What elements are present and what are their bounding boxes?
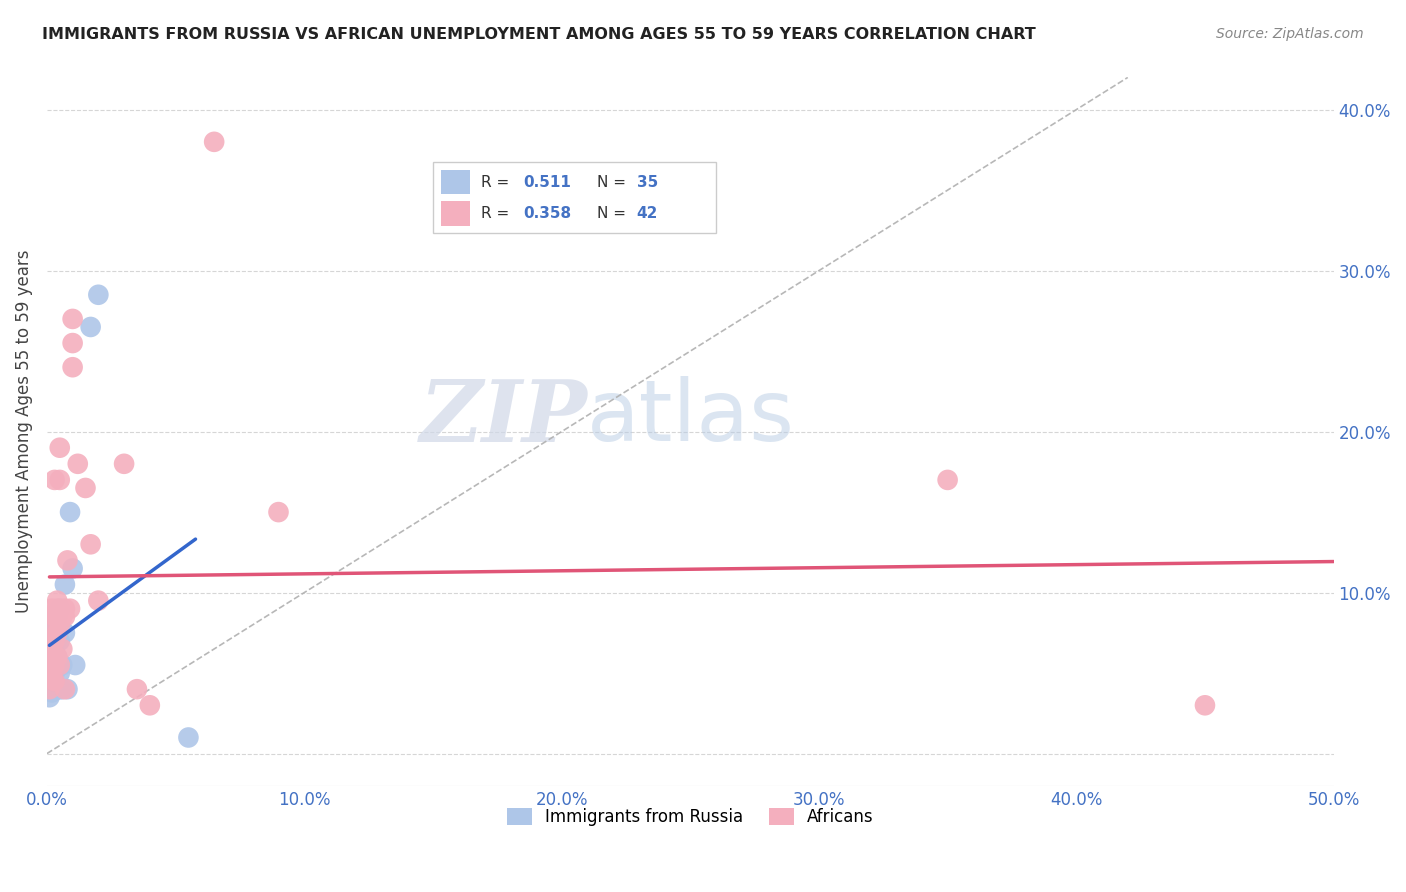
Legend: Immigrants from Russia, Africans: Immigrants from Russia, Africans xyxy=(499,799,882,834)
Point xyxy=(46,650,69,665)
Point xyxy=(46,650,69,665)
Point xyxy=(46,593,69,607)
Point xyxy=(53,601,76,615)
Point xyxy=(75,481,97,495)
Point xyxy=(41,669,63,683)
Point xyxy=(53,625,76,640)
Point xyxy=(46,682,69,697)
Point xyxy=(49,473,72,487)
Point xyxy=(44,642,66,657)
Point xyxy=(936,473,959,487)
Point xyxy=(125,682,148,697)
Point xyxy=(41,642,63,657)
Point xyxy=(46,633,69,648)
Point xyxy=(56,682,79,697)
Point xyxy=(202,135,225,149)
Point xyxy=(46,625,69,640)
Point xyxy=(49,633,72,648)
Point xyxy=(112,457,135,471)
Text: ZIP: ZIP xyxy=(419,376,588,459)
Point xyxy=(38,682,60,697)
Point xyxy=(41,685,63,699)
Point xyxy=(44,473,66,487)
Text: IMMIGRANTS FROM RUSSIA VS AFRICAN UNEMPLOYMENT AMONG AGES 55 TO 59 YEARS CORRELA: IMMIGRANTS FROM RUSSIA VS AFRICAN UNEMPL… xyxy=(42,27,1036,42)
Point xyxy=(44,633,66,648)
Point xyxy=(49,441,72,455)
Point xyxy=(41,633,63,648)
Point xyxy=(49,601,72,615)
Y-axis label: Unemployment Among Ages 55 to 59 years: Unemployment Among Ages 55 to 59 years xyxy=(15,250,32,614)
Point xyxy=(49,666,72,681)
Point xyxy=(44,674,66,689)
Point xyxy=(44,617,66,632)
Point xyxy=(44,658,66,673)
Point xyxy=(59,505,82,519)
Point xyxy=(87,593,110,607)
Point xyxy=(53,609,76,624)
Point xyxy=(38,679,60,693)
Point xyxy=(41,650,63,665)
Point xyxy=(62,312,84,326)
Point xyxy=(87,287,110,301)
Point xyxy=(62,336,84,351)
Point xyxy=(79,537,101,551)
Point xyxy=(139,698,162,713)
Point xyxy=(46,601,69,615)
Point xyxy=(41,601,63,615)
Point xyxy=(56,553,79,567)
Point xyxy=(59,601,82,615)
Point xyxy=(49,682,72,697)
Point xyxy=(46,658,69,673)
Point xyxy=(38,633,60,648)
Point xyxy=(44,658,66,673)
Point xyxy=(38,650,60,665)
Point xyxy=(38,666,60,681)
Point xyxy=(38,690,60,705)
Point xyxy=(41,674,63,689)
Point xyxy=(44,666,66,681)
Point xyxy=(66,457,89,471)
Point xyxy=(51,682,73,697)
Point xyxy=(44,609,66,624)
Point xyxy=(177,731,200,745)
Point xyxy=(51,609,73,624)
Point xyxy=(79,320,101,334)
Point xyxy=(53,577,76,591)
Point xyxy=(46,609,69,624)
Point xyxy=(41,617,63,632)
Point xyxy=(49,617,72,632)
Point xyxy=(62,360,84,375)
Point xyxy=(38,650,60,665)
Text: Source: ZipAtlas.com: Source: ZipAtlas.com xyxy=(1216,27,1364,41)
Point xyxy=(267,505,290,519)
Point xyxy=(63,658,86,673)
Point xyxy=(62,561,84,575)
Text: atlas: atlas xyxy=(588,376,796,459)
Point xyxy=(49,658,72,673)
Point xyxy=(44,682,66,697)
Point xyxy=(51,642,73,657)
Point xyxy=(38,658,60,673)
Point xyxy=(38,625,60,640)
Point xyxy=(51,658,73,673)
Point xyxy=(41,666,63,681)
Point xyxy=(1194,698,1216,713)
Point xyxy=(53,682,76,697)
